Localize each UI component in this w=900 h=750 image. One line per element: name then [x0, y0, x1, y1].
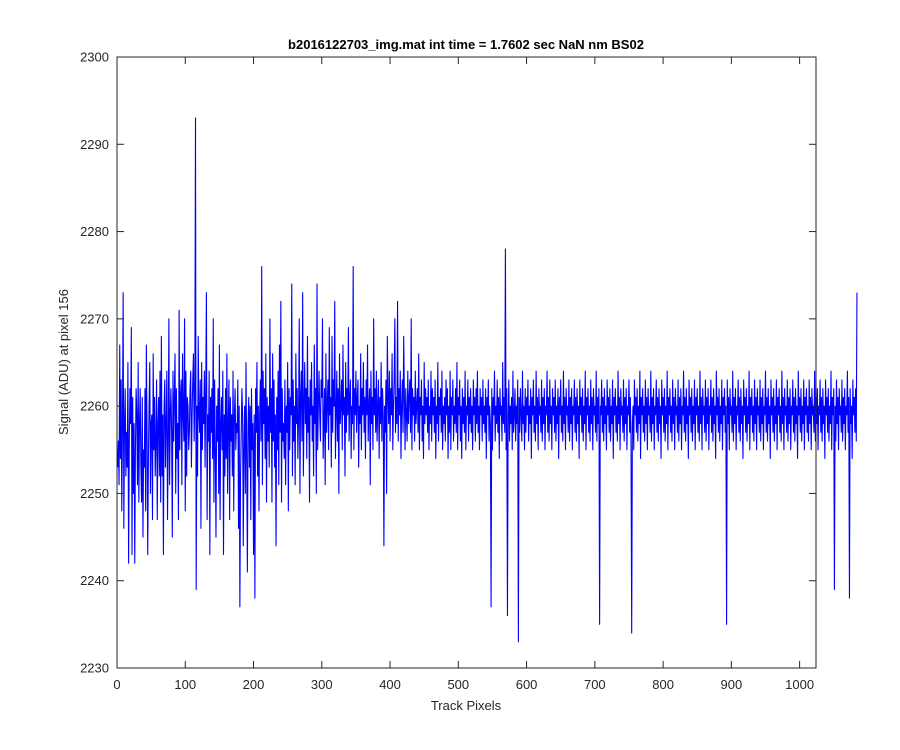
x-tick-label: 500: [447, 677, 469, 692]
x-tick-label: 0: [113, 677, 120, 692]
x-tick-label: 100: [174, 677, 196, 692]
y-tick-label: 2240: [80, 573, 109, 588]
y-tick-label: 2280: [80, 224, 109, 239]
x-axis-label: Track Pixels: [431, 698, 502, 713]
y-tick-label: 2290: [80, 137, 109, 152]
x-tick-label: 800: [652, 677, 674, 692]
y-tick-label: 2230: [80, 661, 109, 676]
x-tick-label: 300: [311, 677, 333, 692]
y-axis-label: Signal (ADU) at pixel 156: [56, 289, 71, 435]
chart-title: b2016122703_img.mat int time = 1.7602 se…: [288, 37, 644, 52]
series-line-1: [117, 117, 858, 643]
y-tick-label: 2250: [80, 486, 109, 501]
x-tick-label: 600: [516, 677, 538, 692]
x-tick-label: 400: [379, 677, 401, 692]
y-tick-label: 2270: [80, 311, 109, 326]
axes-box: [116, 56, 817, 669]
x-tick-label: 1000: [785, 677, 814, 692]
axes-layer: 0 100 200 300 400 500 600 700 800 900 1000 2230 2240…: [80, 50, 817, 692]
x-tick-label: 200: [243, 677, 265, 692]
data-layer: [117, 117, 858, 643]
y-tick-label: 2300: [80, 50, 109, 65]
x-tick-label: 900: [721, 677, 743, 692]
y-tick-label: 2260: [80, 399, 109, 414]
plot-area: [117, 57, 816, 668]
x-tick-label: 700: [584, 677, 606, 692]
